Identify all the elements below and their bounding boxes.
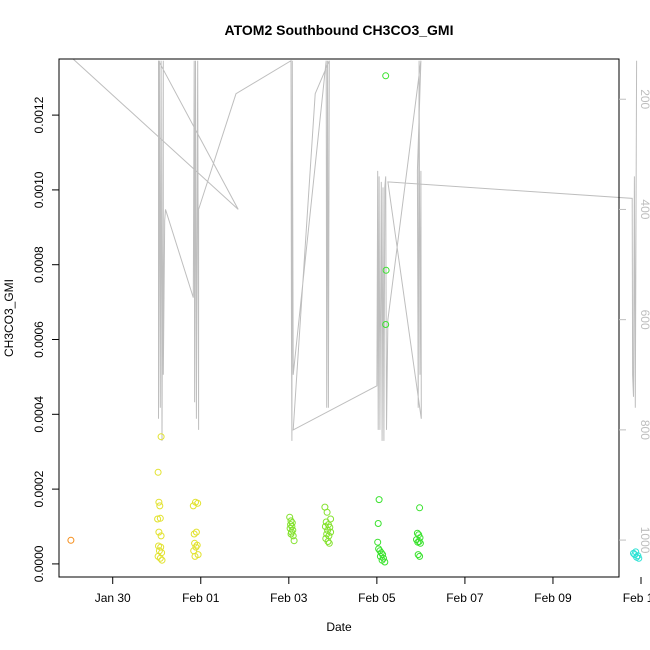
y-axis: 0.0000 0.0002 0.0004 0.0006 0.0008 0.0010 0.00… bbox=[32, 96, 59, 582]
data-point bbox=[156, 502, 164, 510]
x-axis-label: Date bbox=[326, 620, 352, 634]
y-axis-label: CH3CO3_GMI bbox=[2, 279, 16, 357]
data-point bbox=[154, 515, 162, 523]
y-tick-label: 0.0008 bbox=[32, 246, 46, 283]
data-point bbox=[324, 538, 332, 545]
data-point bbox=[323, 508, 331, 516]
data-point bbox=[327, 528, 335, 536]
data-point bbox=[286, 513, 294, 521]
x-tick-label: Feb 09 bbox=[534, 591, 572, 605]
data-point bbox=[192, 543, 200, 551]
x-tick-label: Feb 01 bbox=[182, 591, 220, 605]
data-point bbox=[414, 551, 422, 559]
data-point bbox=[155, 528, 163, 536]
data-point bbox=[157, 532, 165, 540]
data-point bbox=[382, 72, 390, 80]
y-tick-label: 0.0002 bbox=[32, 470, 46, 507]
data-point bbox=[380, 554, 387, 562]
data-point bbox=[157, 543, 165, 551]
data-point bbox=[416, 504, 424, 512]
data-point bbox=[635, 554, 643, 562]
y-tick-label: 0.0004 bbox=[32, 396, 46, 433]
data-point bbox=[382, 266, 390, 274]
data-point bbox=[192, 528, 200, 536]
data-point bbox=[193, 541, 201, 549]
y2-tick-label: 600 bbox=[638, 310, 650, 330]
data-point bbox=[327, 515, 335, 523]
y2-tick-label: 200 bbox=[638, 89, 650, 109]
secondary-y-axis: 200 400 600 800 1000 bbox=[619, 89, 650, 554]
y2-tick-label: 800 bbox=[638, 420, 650, 440]
chart-title: ATOM2 Southbound CH3CO3_GMI bbox=[225, 22, 454, 38]
data-point bbox=[382, 321, 390, 328]
data-point bbox=[381, 558, 389, 566]
scatter-points-layer bbox=[67, 72, 643, 566]
data-point bbox=[375, 496, 383, 504]
x-tick-label: Feb 03 bbox=[270, 591, 308, 605]
data-point bbox=[194, 499, 202, 507]
data-point bbox=[374, 520, 382, 527]
data-point bbox=[416, 552, 424, 560]
pressure-line-layer bbox=[72, 58, 638, 441]
data-point bbox=[416, 539, 424, 547]
y-tick-label: 0.0006 bbox=[32, 321, 46, 358]
y2-tick-label: 400 bbox=[638, 199, 650, 219]
data-point bbox=[157, 433, 165, 441]
data-point bbox=[289, 532, 297, 540]
data-point bbox=[194, 551, 202, 559]
data-point bbox=[287, 530, 295, 538]
data-point bbox=[374, 538, 382, 546]
data-point bbox=[323, 530, 331, 538]
data-point bbox=[190, 530, 198, 538]
data-point bbox=[325, 539, 333, 547]
data-point bbox=[290, 537, 298, 545]
data-point bbox=[67, 536, 75, 544]
data-point bbox=[154, 468, 162, 476]
x-axis: Jan 30 Feb 01 Feb 03 Feb 05 Feb 07 Feb 09 Feb … bbox=[95, 577, 650, 605]
plot-area-frame bbox=[58, 58, 620, 578]
x-tick-label: Feb 05 bbox=[358, 591, 396, 605]
data-point bbox=[158, 556, 166, 564]
data-point bbox=[156, 514, 164, 522]
y2-tick-label: 1000 bbox=[638, 527, 650, 554]
y-tick-label: 0.0000 bbox=[32, 545, 46, 582]
data-point bbox=[156, 554, 164, 562]
y-tick-label: 0.0012 bbox=[32, 96, 46, 133]
x-tick-label: Feb 11 bbox=[623, 591, 650, 605]
y-tick-label: 0.0010 bbox=[32, 171, 46, 208]
data-point bbox=[154, 552, 162, 560]
x-tick-label: Feb 07 bbox=[446, 591, 484, 605]
data-point bbox=[155, 498, 163, 506]
x-tick-label: Jan 30 bbox=[95, 591, 131, 605]
data-point bbox=[321, 523, 329, 530]
pressure-series-line bbox=[72, 58, 638, 441]
